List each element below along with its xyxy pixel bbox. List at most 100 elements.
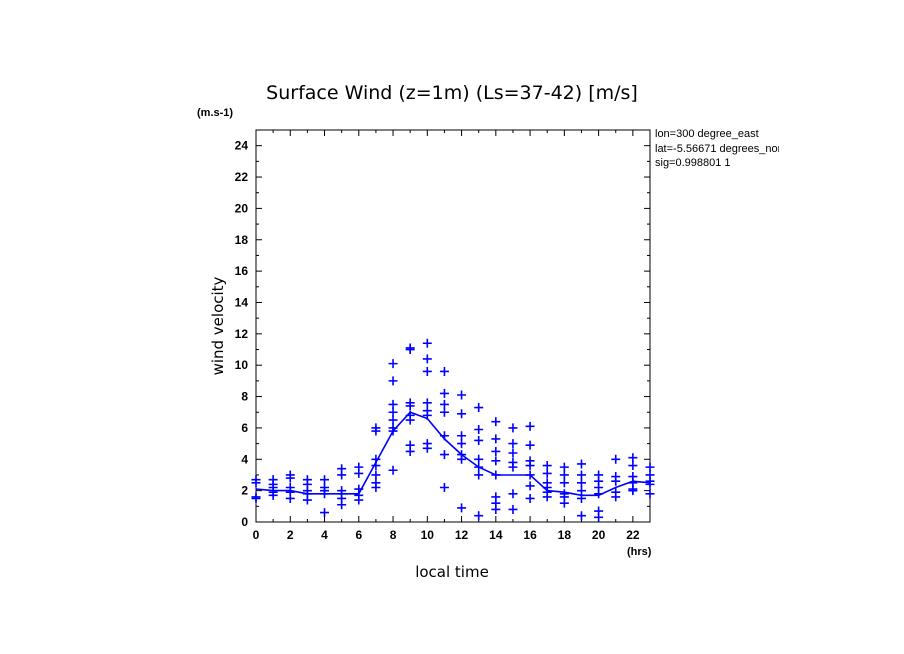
data-point <box>457 431 467 441</box>
data-point <box>594 512 604 522</box>
plot-frame <box>255 129 651 523</box>
data-point <box>439 388 449 398</box>
y-unit-label: (m.s-1) <box>197 107 233 119</box>
data-point <box>405 345 415 355</box>
data-point <box>491 504 501 514</box>
data-point <box>508 448 518 458</box>
y-tick-label: 22 <box>235 170 249 184</box>
data-point <box>422 410 432 420</box>
data-point <box>371 426 381 436</box>
y-tick-label: 18 <box>235 233 249 247</box>
data-point <box>388 465 398 475</box>
data-point <box>474 454 484 464</box>
data-point <box>525 461 535 471</box>
data-point <box>491 456 501 466</box>
data-point <box>576 478 586 488</box>
data-point <box>371 470 381 480</box>
data-point <box>542 468 552 478</box>
data-point <box>594 489 604 499</box>
data-point <box>559 498 569 508</box>
data-point <box>422 354 432 364</box>
data-point <box>508 489 518 499</box>
data-point <box>628 486 638 496</box>
data-point <box>491 417 501 427</box>
data-point <box>422 338 432 348</box>
data-point <box>457 390 467 400</box>
y-tick-label: 16 <box>235 264 249 278</box>
data-point <box>474 403 484 413</box>
data-point <box>457 439 467 449</box>
data-point <box>422 366 432 376</box>
data-point <box>474 435 484 445</box>
data-point <box>576 459 586 469</box>
x-tick-label: 4 <box>321 528 328 542</box>
data-point <box>491 446 501 456</box>
x-tick-label: 0 <box>253 528 260 542</box>
data-point <box>611 454 621 464</box>
data-point <box>337 470 347 480</box>
data-point <box>576 486 586 496</box>
y-tick-label: 4 <box>241 452 248 466</box>
data-point <box>439 407 449 417</box>
data-point <box>542 492 552 502</box>
data-marks <box>251 338 655 522</box>
data-point <box>371 483 381 493</box>
data-point <box>405 446 415 456</box>
data-point <box>285 493 295 503</box>
data-point <box>611 476 621 486</box>
data-point <box>439 431 449 441</box>
data-point <box>320 475 330 485</box>
x-tick-label: 6 <box>355 528 362 542</box>
data-point <box>525 481 535 491</box>
x-tick-label: 8 <box>390 528 397 542</box>
x-tick-label: 10 <box>421 528 435 542</box>
x-tick-label: 14 <box>489 528 503 542</box>
data-point <box>508 462 518 472</box>
data-point <box>525 470 535 480</box>
y-tick-label: 14 <box>235 295 249 309</box>
data-point <box>559 462 569 472</box>
data-point <box>388 415 398 425</box>
y-tick-label: 6 <box>241 421 248 435</box>
info-clip-mask <box>779 125 839 175</box>
data-point <box>251 478 261 488</box>
data-point <box>457 409 467 419</box>
data-point <box>628 461 638 471</box>
data-point <box>439 483 449 493</box>
x-axis-ticks: 0 2 4 6 8 10 12 14 16 18 20 22 <box>253 130 651 542</box>
chart-title: Surface Wind (z=1m) (Ls=37-42) [m/s] <box>266 82 638 104</box>
data-point <box>371 461 381 471</box>
data-point <box>439 399 449 409</box>
data-point <box>354 495 364 505</box>
data-point <box>645 462 655 472</box>
data-point <box>320 508 330 518</box>
data-point <box>474 511 484 521</box>
data-point <box>439 450 449 460</box>
x-tick-label: 2 <box>287 528 294 542</box>
data-point <box>508 504 518 514</box>
data-point <box>542 461 552 471</box>
data-point <box>388 399 398 409</box>
data-point <box>405 415 415 425</box>
data-point <box>645 489 655 499</box>
data-point <box>405 401 415 411</box>
data-point <box>508 423 518 433</box>
data-point <box>491 470 501 480</box>
data-point <box>576 493 586 503</box>
y-tick-label: 0 <box>241 515 248 529</box>
data-point <box>268 490 278 500</box>
data-point <box>457 503 467 513</box>
x-unit-label: (hrs) <box>627 546 652 558</box>
data-point <box>576 511 586 521</box>
data-point <box>645 479 655 489</box>
y-tick-label: 12 <box>235 327 249 341</box>
y-axis-label: wind velocity <box>209 276 227 375</box>
data-point <box>525 493 535 503</box>
data-point <box>491 434 501 444</box>
data-point <box>525 440 535 450</box>
data-point <box>474 470 484 480</box>
data-point <box>354 468 364 478</box>
info-block: lon=300 degree_east lat=-5.56671 degrees… <box>655 128 790 169</box>
x-tick-label: 16 <box>523 528 537 542</box>
